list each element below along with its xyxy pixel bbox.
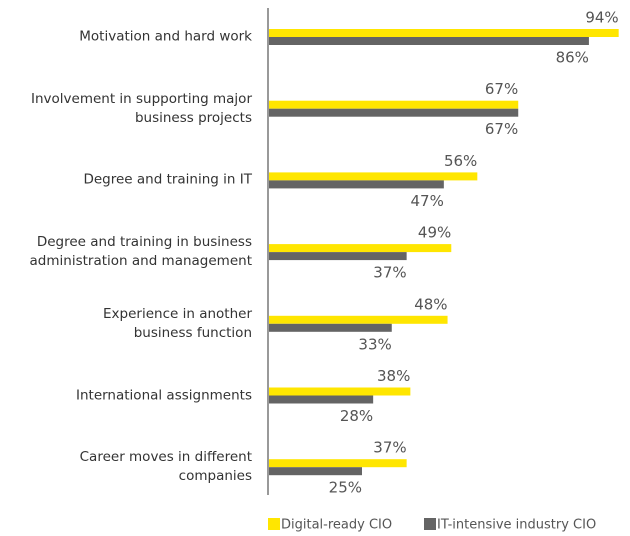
value-label: 38%: [377, 367, 410, 385]
bar: [269, 315, 448, 324]
value-label: 56%: [444, 152, 477, 170]
legend-label: Digital-ready CIO: [281, 518, 392, 533]
legend-label: IT-intensive industry CIO: [437, 518, 596, 533]
bar: [269, 172, 478, 181]
value-label: 49%: [418, 224, 451, 242]
bar: [269, 100, 519, 109]
legend-swatch: [268, 518, 280, 530]
category-label: Degree and training in IT: [83, 171, 252, 188]
value-label: 37%: [373, 264, 406, 282]
value-label: 33%: [358, 335, 391, 353]
category-label: Involvement in supporting major business…: [30, 90, 252, 126]
bar: [269, 37, 589, 45]
bar: [269, 252, 407, 261]
value-label: 48%: [414, 295, 447, 313]
bar: [269, 244, 452, 253]
bar: [269, 395, 374, 404]
bar: [269, 108, 519, 117]
category-label: Degree and training in business administ…: [29, 234, 252, 270]
value-label: 47%: [410, 192, 443, 210]
category-label: Experience in another business function: [103, 305, 252, 341]
bar: [269, 180, 444, 189]
category-label: Career moves in different companies: [79, 449, 252, 485]
value-label: 67%: [485, 80, 518, 98]
legend-swatch: [424, 518, 436, 530]
bar: [269, 459, 407, 468]
category-label: Motivation and hard work: [79, 28, 252, 45]
category-label: International assignments: [75, 387, 252, 403]
bar: [269, 323, 392, 332]
value-label: 94%: [585, 9, 618, 27]
value-label: 37%: [373, 439, 406, 457]
bar: [269, 387, 411, 396]
value-label: 86%: [556, 49, 589, 67]
bar: [269, 467, 362, 476]
value-label: 67%: [485, 120, 518, 138]
value-label: 25%: [329, 479, 362, 497]
bar: [269, 29, 619, 37]
value-label: 28%: [340, 407, 373, 425]
